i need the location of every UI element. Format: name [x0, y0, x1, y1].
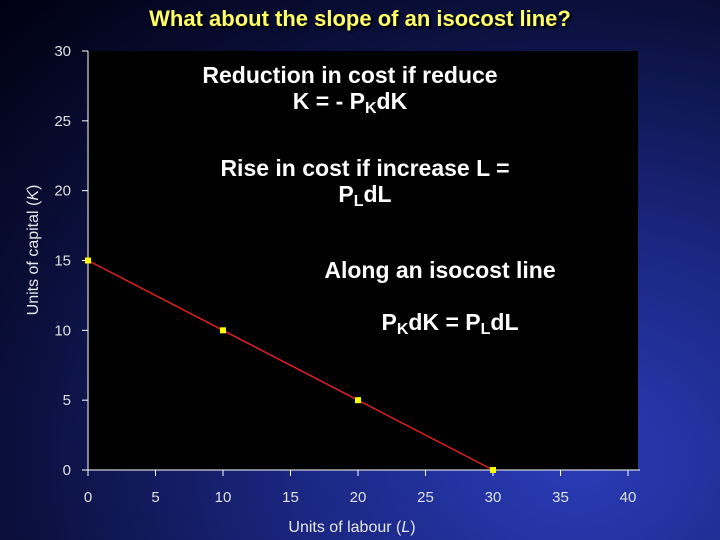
eq-mid: dK = P — [408, 309, 481, 335]
slide-title: What about the slope of an isocost line? — [149, 6, 571, 31]
data-point — [490, 467, 496, 473]
reduction-annotation: Reduction in cost if reduce K = - PKdK — [140, 62, 560, 119]
x-axis-label: Units of labour (L) — [288, 519, 415, 536]
x-tick-label: 10 — [215, 489, 232, 506]
y-axis-label: Units of capital (K) — [25, 185, 42, 316]
x-tick-label: 30 — [485, 489, 502, 506]
reduction-subscript: K — [364, 100, 377, 118]
y-tick-label: 20 — [54, 183, 71, 200]
x-tick-label: 20 — [350, 489, 367, 506]
reduction-line-1: Reduction in cost if reduce — [202, 62, 498, 88]
rise-line-2: PLdL — [160, 181, 570, 211]
rise-text: P — [338, 181, 354, 208]
y-tick-label: 25 — [54, 113, 71, 130]
eq-subscript-k: K — [396, 321, 409, 338]
reduction-text: K = - P — [292, 88, 365, 115]
rise-line-1: Rise in cost if increase L = — [220, 155, 510, 181]
x-tick-label: 0 — [84, 489, 92, 506]
x-tick-label: 25 — [417, 489, 434, 506]
ticks: 0 5 10 15 20 25 30 35 40 0 5 10 15 20 25 30 — [54, 43, 636, 506]
x-tick-label: 5 — [151, 489, 159, 506]
y-tick-label: 30 — [54, 43, 71, 60]
y-tick-label: 5 — [63, 392, 71, 409]
data-point — [355, 397, 361, 404]
eq-end: dL — [490, 309, 519, 335]
series-layer — [85, 257, 496, 473]
reduction-text-end: dK — [376, 88, 408, 115]
data-point — [220, 327, 226, 334]
reduction-line-2: K = - PKdK — [140, 88, 560, 118]
data-point — [85, 257, 91, 264]
eq-subscript-l: L — [480, 321, 491, 338]
rise-subscript: L — [353, 193, 364, 211]
y-tick-label: 0 — [63, 462, 71, 479]
isocost-line — [87, 259, 494, 471]
x-tick-label: 35 — [552, 489, 569, 506]
x-tick-label: 15 — [282, 489, 299, 506]
x-tick-label: 40 — [620, 489, 637, 506]
plot-area — [88, 51, 638, 470]
rise-annotation: Rise in cost if increase L = PLdL — [160, 155, 570, 212]
along-annotation: Along an isocost line — [324, 257, 556, 283]
y-tick-label: 15 — [54, 253, 71, 270]
rise-text-end: dL — [363, 181, 392, 208]
equation-annotation: PKdK = PLdL — [340, 309, 560, 339]
eq-p1: P — [381, 309, 397, 335]
y-tick-label: 10 — [54, 322, 71, 339]
